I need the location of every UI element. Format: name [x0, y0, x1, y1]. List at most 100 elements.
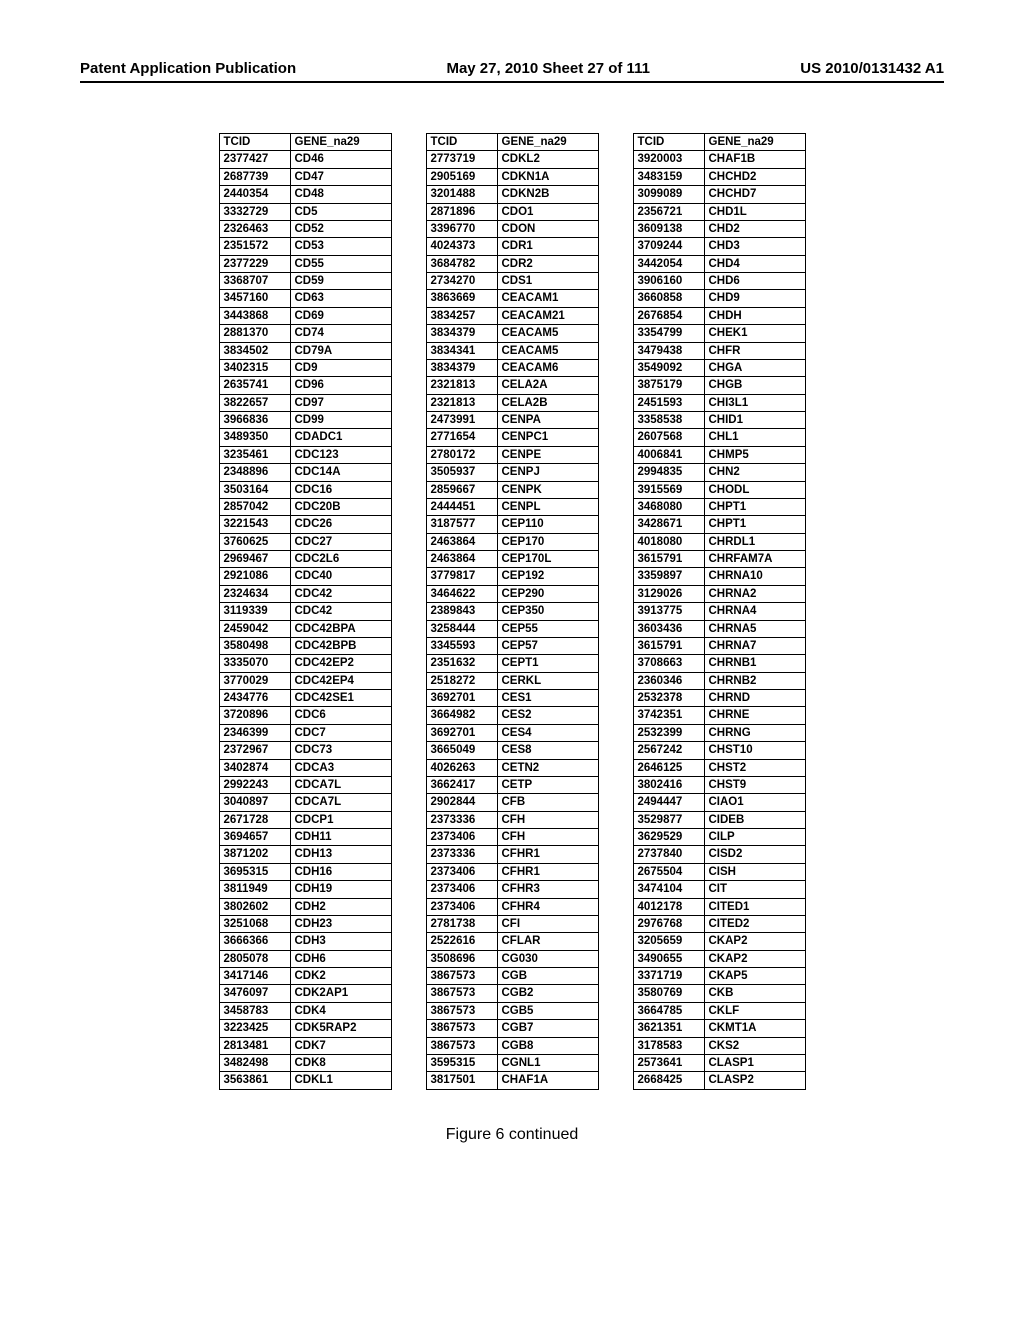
cell-gene: CHRNG — [704, 724, 805, 741]
cell-tcid: 4024373 — [426, 238, 497, 255]
cell-gene: CITED2 — [704, 915, 805, 932]
cell-tcid: 3694657 — [219, 829, 290, 846]
table-row: 3489350 CDADC1 — [219, 429, 391, 446]
cell-tcid: 2567242 — [633, 742, 704, 759]
table-row: 3258444 CEP55 — [426, 620, 598, 637]
cell-tcid: 2976768 — [633, 915, 704, 932]
cell-gene: CKMT1A — [704, 1020, 805, 1037]
cell-gene: CHGA — [704, 359, 805, 376]
table-row: 3811949 CDH19 — [219, 881, 391, 898]
cell-gene: CDCP1 — [290, 811, 391, 828]
cell-tcid: 2373406 — [426, 898, 497, 915]
cell-tcid: 3834502 — [219, 342, 290, 359]
cell-tcid: 3906160 — [633, 273, 704, 290]
cell-tcid: 3474104 — [633, 881, 704, 898]
table-row: 2992243 CDCA7L — [219, 776, 391, 793]
table-row: 3834341 CEACAM5 — [426, 342, 598, 359]
cell-tcid: 3708663 — [633, 655, 704, 672]
cell-tcid: 2992243 — [219, 776, 290, 793]
cell-gene: CDC14A — [290, 464, 391, 481]
cell-gene: CELA2A — [497, 377, 598, 394]
cell-gene: CD74 — [290, 325, 391, 342]
table-row: 2444451 CENPL — [426, 498, 598, 515]
table-row: 3563861 CDKL1 — [219, 1072, 391, 1089]
cell-gene: CFHR4 — [497, 898, 598, 915]
cell-tcid: 2573641 — [633, 1054, 704, 1071]
cell-tcid: 2635741 — [219, 377, 290, 394]
cell-tcid: 2805078 — [219, 950, 290, 967]
cell-tcid: 3332729 — [219, 203, 290, 220]
cell-gene: CERKL — [497, 672, 598, 689]
table-row: 3223425 CDK5RAP2 — [219, 1020, 391, 1037]
cell-tcid: 3913775 — [633, 603, 704, 620]
cell-gene: CDK2 — [290, 968, 391, 985]
cell-gene: CGNL1 — [497, 1054, 598, 1071]
table-row: 2377229 CD55 — [219, 255, 391, 272]
table-row: 2687739 CD47 — [219, 168, 391, 185]
cell-tcid: 3871202 — [219, 846, 290, 863]
cell-gene: CDH16 — [290, 863, 391, 880]
cell-tcid: 3549092 — [633, 359, 704, 376]
table-row: 2463864 CEP170L — [426, 551, 598, 568]
cell-tcid: 3863669 — [426, 290, 497, 307]
cell-tcid: 3335070 — [219, 655, 290, 672]
cell-gene: CENPJ — [497, 464, 598, 481]
table-row: 3629529 CILP — [633, 829, 805, 846]
table-row: 3201488 CDKN2B — [426, 186, 598, 203]
figure-caption: Figure 6 continued — [80, 1126, 944, 1144]
table-row: 2373406 CFHR4 — [426, 898, 598, 915]
cell-tcid: 3920003 — [633, 151, 704, 168]
cell-tcid: 3779817 — [426, 568, 497, 585]
cell-tcid: 2440354 — [219, 186, 290, 203]
cell-tcid: 2321813 — [426, 377, 497, 394]
cell-tcid: 3235461 — [219, 446, 290, 463]
cell-gene: CKS2 — [704, 1037, 805, 1054]
cell-gene: CD69 — [290, 307, 391, 324]
cell-gene: CLASP2 — [704, 1072, 805, 1089]
cell-tcid: 2463864 — [426, 551, 497, 568]
cell-tcid: 3368707 — [219, 273, 290, 290]
table-row: 3335070 CDC42EP2 — [219, 655, 391, 672]
cell-tcid: 2373336 — [426, 811, 497, 828]
cell-tcid: 3692701 — [426, 690, 497, 707]
table-row: 2902844 CFB — [426, 794, 598, 811]
table-row: 2459042 CDC42BPA — [219, 620, 391, 637]
table-row: 2969467 CDC2L6 — [219, 551, 391, 568]
cell-gene: CGB — [497, 968, 598, 985]
cell-gene: CHD9 — [704, 290, 805, 307]
table-row: 3694657 CDH11 — [219, 829, 391, 846]
cell-tcid: 3802416 — [633, 776, 704, 793]
cell-gene: CFI — [497, 915, 598, 932]
cell-tcid: 3662417 — [426, 776, 497, 793]
cell-tcid: 3482498 — [219, 1054, 290, 1071]
table-row: 2324634 CDC42 — [219, 585, 391, 602]
cell-tcid: 3695315 — [219, 863, 290, 880]
cell-gene: CDC16 — [290, 481, 391, 498]
table-row: 3770029 CDC42EP4 — [219, 672, 391, 689]
cell-gene: CDH2 — [290, 898, 391, 915]
cell-tcid: 3428671 — [633, 516, 704, 533]
cell-tcid: 2532399 — [633, 724, 704, 741]
cell-tcid: 3359897 — [633, 568, 704, 585]
table-row: 3708663 CHRNB1 — [633, 655, 805, 672]
table-row: 3595315 CGNL1 — [426, 1054, 598, 1071]
cell-gene: CGB8 — [497, 1037, 598, 1054]
cell-gene: CDC73 — [290, 742, 391, 759]
cell-gene: CDKN2B — [497, 186, 598, 203]
table-row: 3235461 CDC123 — [219, 446, 391, 463]
table-row: 3875179 CHGB — [633, 377, 805, 394]
table-row: 3695315 CDH16 — [219, 863, 391, 880]
table-row: 3867573 CGB5 — [426, 1002, 598, 1019]
table-row: 2771654 CENPC1 — [426, 429, 598, 446]
cell-gene: CHD4 — [704, 255, 805, 272]
cell-gene: CDR1 — [497, 238, 598, 255]
cell-tcid: 2905169 — [426, 168, 497, 185]
table-row: 3692701 CES4 — [426, 724, 598, 741]
cell-gene: CDH6 — [290, 950, 391, 967]
cell-tcid: 2676854 — [633, 307, 704, 324]
cell-gene: CEACAM21 — [497, 307, 598, 324]
cell-tcid: 3457160 — [219, 290, 290, 307]
cell-gene: CFB — [497, 794, 598, 811]
cell-gene: CDS1 — [497, 273, 598, 290]
cell-tcid: 3966836 — [219, 412, 290, 429]
